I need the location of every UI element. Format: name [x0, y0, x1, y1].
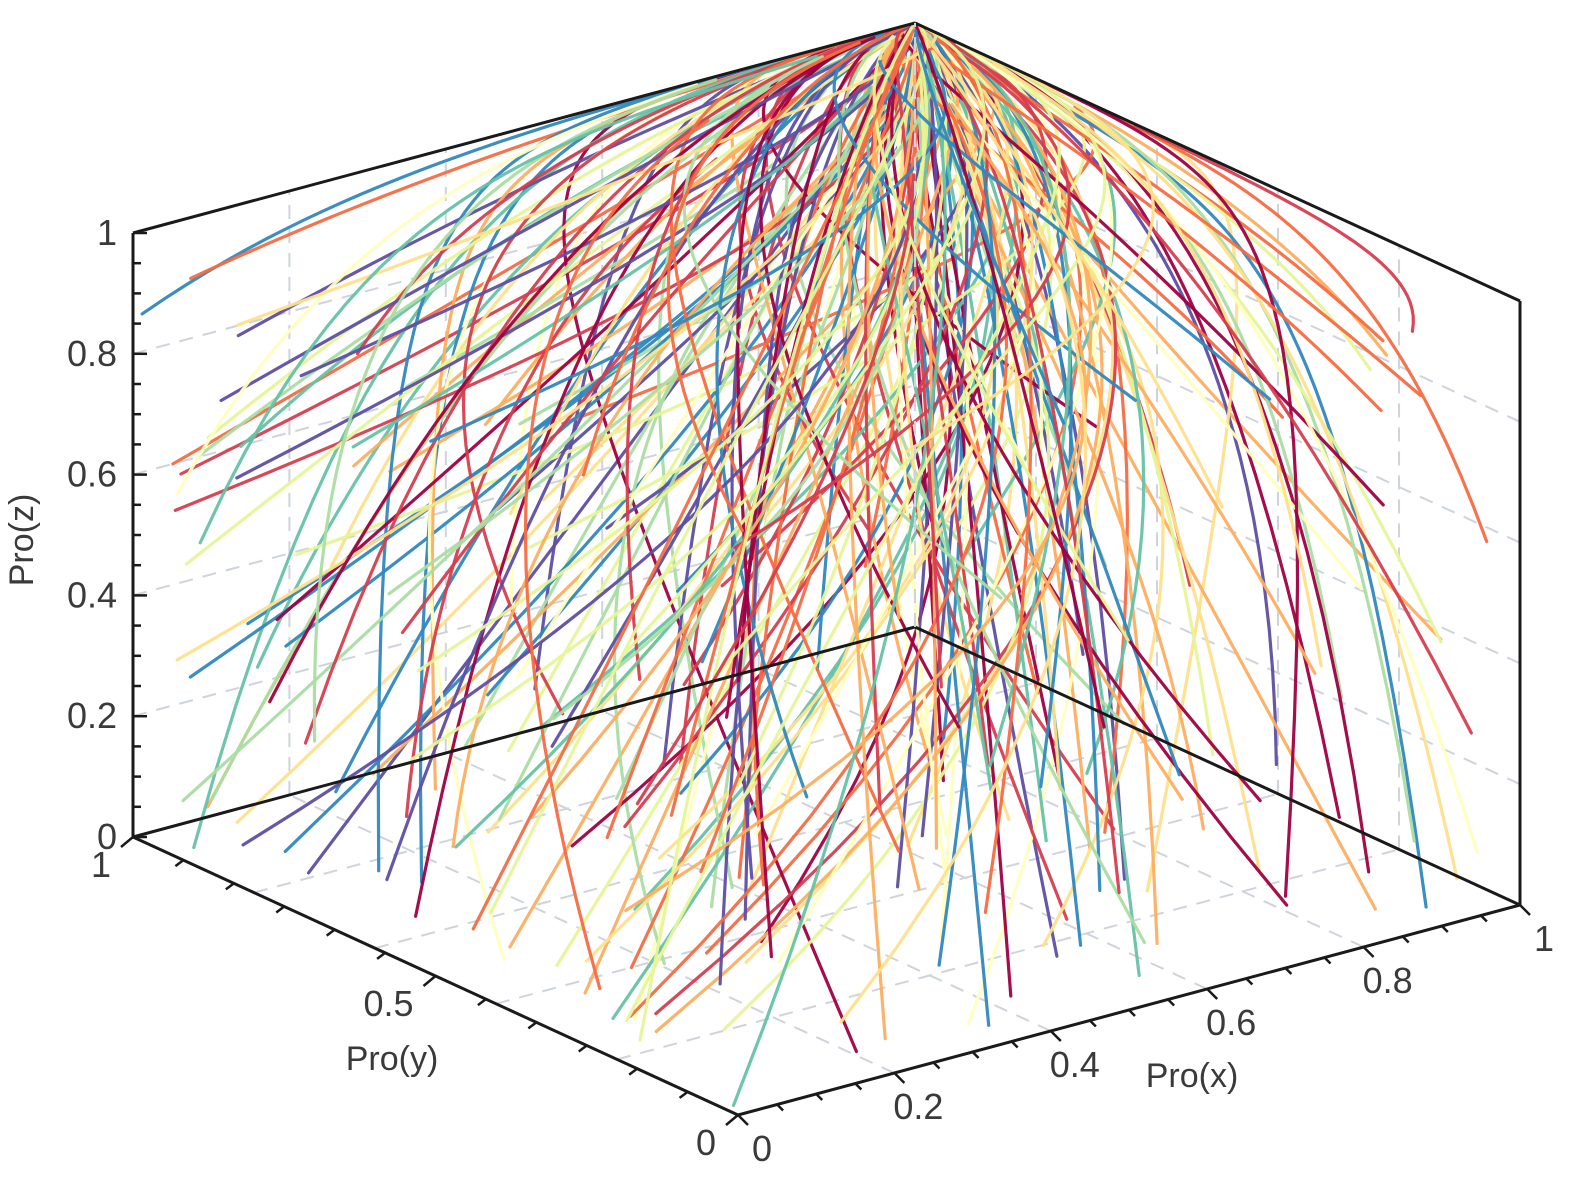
y-tick: [325, 928, 336, 937]
x-tick: [1089, 1019, 1097, 1028]
grid-line-y: [253, 681, 1037, 894]
grid-line-z: [132, 505, 916, 718]
y-axis-title: Pro(y): [346, 1040, 439, 1078]
y-tick: [422, 975, 437, 987]
trajectory-line: [524, 119, 710, 991]
y-tick-label: 1: [91, 844, 111, 885]
trajectory-line: [1041, 229, 1165, 948]
trajectory-line: [175, 83, 699, 496]
trajectory-line: [715, 128, 1107, 678]
trajectory-line: [235, 32, 937, 327]
trajectory-line: [839, 49, 1088, 1024]
trajectory-line: [516, 127, 873, 679]
trajectory-line: [923, 79, 1205, 831]
trajectory-line: [989, 63, 1480, 855]
x-tick: [776, 1103, 784, 1112]
trajectory-line: [914, 29, 1066, 425]
z-tick-label: 0.6: [67, 454, 117, 495]
trajectory-line: [581, 23, 910, 477]
grid-line-z: [914, 505, 1521, 786]
x-tick: [1245, 977, 1254, 986]
y-tick: [477, 998, 487, 1007]
x-tick: [1401, 935, 1410, 944]
x-tick: [932, 1061, 941, 1070]
y-tick: [275, 905, 285, 914]
trajectory-line: [904, 31, 1363, 590]
y-tick: [120, 836, 134, 848]
x-tick: [1128, 1009, 1136, 1017]
x-tick: [1440, 925, 1449, 933]
trajectory-line: [461, 84, 727, 716]
x-tick: [1049, 1030, 1062, 1042]
trajectory-line: [914, 23, 1106, 729]
x-tick: [737, 1114, 749, 1126]
grid-line-x: [758, 668, 1365, 948]
x-tick: [1010, 1040, 1019, 1049]
trajectory-line: [471, 28, 915, 931]
x-tick: [854, 1082, 863, 1091]
z-tick-label: 0.2: [67, 695, 117, 736]
z-tick-label: 0.4: [67, 574, 117, 615]
trajectory-line: [669, 27, 914, 817]
x-tick-label: 0.6: [1206, 1002, 1256, 1043]
y-tick: [725, 1114, 739, 1126]
trajectory-line: [198, 54, 819, 545]
grid-line-x: [288, 794, 895, 1074]
x-tick-label: 1: [1534, 918, 1554, 959]
y-tick: [376, 951, 386, 960]
x-tick: [1206, 988, 1219, 1000]
y-tick-label: 0.5: [363, 983, 413, 1024]
trajectory-line: [635, 173, 916, 806]
grid-line-y: [495, 792, 1279, 1005]
x-tick: [815, 1093, 824, 1101]
box-edge: [132, 21, 916, 235]
trajectory-line: [1081, 112, 1459, 881]
x-tick: [1480, 914, 1488, 923]
y-tick: [527, 1021, 538, 1030]
x-tick: [971, 1051, 980, 1059]
trajectory-line: [1048, 98, 1428, 909]
trajectories: [140, 21, 1489, 1107]
z-tick-label: 0: [97, 816, 117, 857]
trajectory-line: [992, 62, 1323, 668]
x-tick: [1519, 904, 1531, 916]
x-tick-label: 0.2: [893, 1086, 943, 1127]
y-tick: [678, 1090, 689, 1099]
x-axis-title: Pro(x): [1146, 1057, 1239, 1095]
grid-line-y: [374, 737, 1158, 950]
x-tick: [1362, 946, 1375, 958]
trajectory-line: [312, 78, 718, 743]
box-edge: [914, 21, 1521, 303]
y-tick: [578, 1044, 588, 1053]
trajectory-line: [657, 70, 999, 860]
grid-line-z: [132, 142, 916, 355]
x-tick-label: 0.8: [1363, 960, 1413, 1001]
x-tick: [1284, 967, 1293, 975]
y-tick: [174, 859, 185, 868]
trajectory-line: [624, 103, 1088, 913]
x-tick-label: 0: [752, 1128, 772, 1169]
x-tick-label: 0.4: [1050, 1044, 1100, 1085]
z-tick-label: 0.8: [67, 333, 117, 374]
trajectory-line: [638, 24, 915, 1042]
trajectory-line: [1133, 124, 1415, 333]
x-tick: [1323, 956, 1332, 965]
trajectory-line: [666, 41, 861, 533]
z-tick-label: 1: [97, 212, 117, 253]
x-tick: [1167, 998, 1175, 1007]
trajectory-line: [409, 77, 926, 762]
x-tick: [893, 1072, 906, 1084]
box-edge: [914, 625, 1521, 907]
y-tick: [628, 1067, 638, 1076]
box-edge: [132, 625, 916, 839]
z-axis-title: Pro(z): [3, 494, 41, 587]
y-tick-label: 0: [696, 1122, 716, 1163]
y-tick: [225, 882, 235, 891]
axes: [120, 21, 1531, 1126]
trajectory-line: [192, 53, 804, 850]
